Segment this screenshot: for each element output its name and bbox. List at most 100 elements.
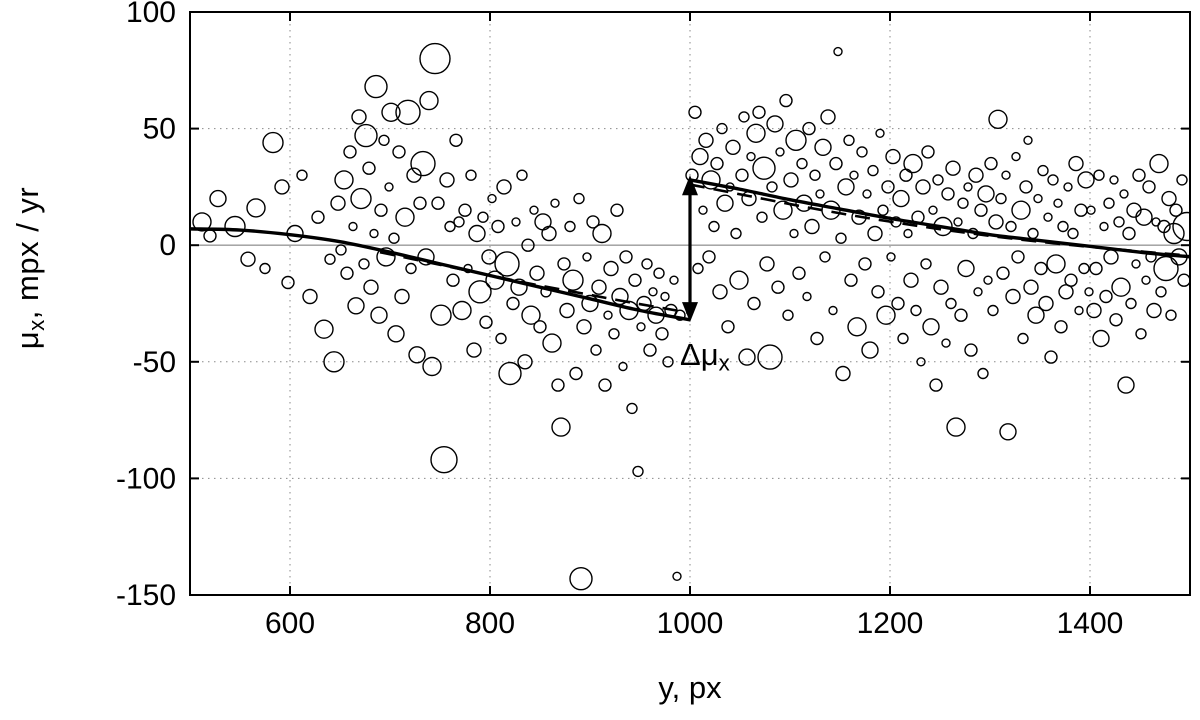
scatter-point — [487, 193, 497, 204]
scatter-point — [833, 46, 843, 57]
scatter-point — [775, 147, 785, 157]
scatter-point — [1053, 198, 1063, 208]
scatter-point — [820, 109, 836, 125]
scatter-point — [529, 205, 539, 215]
scatter-point — [354, 123, 378, 148]
delta-mu-subscript: x — [718, 350, 730, 376]
scatter-point — [1141, 275, 1151, 285]
scatter-point — [641, 258, 653, 270]
scatter-point — [446, 273, 460, 287]
scatter-point — [692, 262, 704, 275]
scatter-point — [802, 291, 812, 302]
scatter-point — [392, 145, 406, 159]
scatter-point — [1161, 190, 1177, 207]
scatter-point — [835, 232, 847, 244]
scatter-point — [296, 169, 308, 181]
scatter-point — [977, 185, 995, 203]
scatter-point — [809, 169, 821, 181]
scatter-point — [660, 291, 670, 302]
scatter-point — [1067, 227, 1079, 240]
scatter-point — [771, 280, 785, 294]
scatter-point — [281, 275, 295, 290]
x-tick-label: 600 — [265, 607, 315, 640]
scatter-point — [929, 378, 943, 392]
scatter-point — [1135, 328, 1147, 340]
scatter-point — [964, 343, 978, 357]
scatter-point — [343, 145, 357, 159]
scatter-point — [1084, 287, 1094, 297]
scatter-point — [562, 269, 584, 291]
scatter-point — [417, 248, 435, 266]
scatter-point — [862, 189, 872, 199]
scatter-point — [569, 366, 583, 381]
scatter-point — [716, 194, 734, 212]
scatter-point — [766, 181, 778, 193]
scatter-point — [419, 90, 439, 111]
scatter-point — [581, 294, 599, 313]
scatter-point — [716, 122, 728, 135]
scatter-point — [1103, 249, 1119, 265]
scatter-point — [618, 361, 628, 372]
scatter-point — [422, 356, 442, 377]
scatter-point — [564, 220, 576, 233]
scatter-point — [495, 332, 507, 345]
scatter-point — [506, 296, 520, 311]
scatter-point — [363, 279, 379, 295]
scatter-point — [747, 296, 761, 311]
scatter-point — [849, 170, 859, 180]
scatter-point — [551, 378, 565, 392]
scatter-point — [542, 333, 562, 353]
scatter-point — [541, 225, 557, 242]
scatter-point — [351, 109, 367, 125]
scatter-point — [1034, 261, 1048, 276]
scatter-point — [1177, 273, 1190, 287]
scatter-point — [498, 361, 522, 386]
scatter-point — [516, 169, 528, 181]
scatter-point — [370, 306, 388, 324]
scatter-point — [922, 318, 940, 336]
scatter-point — [1165, 309, 1177, 321]
scatter-point — [1099, 289, 1113, 304]
scatter-point — [819, 251, 831, 263]
scatter-point — [999, 423, 1017, 441]
scatter-point — [510, 278, 528, 296]
scatter-point — [858, 257, 872, 271]
scatter-point — [224, 215, 246, 238]
y-axis-label: μx, mpx / yr — [10, 187, 50, 349]
scatter-point — [861, 341, 879, 359]
scatter-point — [867, 225, 883, 242]
scatter-point — [1077, 171, 1095, 189]
scatter-point — [655, 327, 669, 341]
scatter-point — [802, 121, 816, 136]
scatter-point — [430, 304, 452, 326]
scatter-point — [738, 348, 756, 366]
fit-curve-left-solid — [189, 227, 691, 322]
scatter-point — [698, 205, 708, 215]
scatter-point — [559, 302, 575, 319]
scatter-point — [945, 297, 957, 310]
scatter-point — [1109, 313, 1123, 327]
scatter-point — [362, 161, 376, 175]
scatter-point — [610, 203, 624, 217]
scatter-point — [533, 320, 547, 334]
scatter-point — [590, 344, 602, 356]
scatter-point — [573, 192, 585, 205]
scatter-point — [903, 153, 923, 174]
scatter-point — [586, 215, 600, 229]
scatter-point — [521, 305, 541, 325]
scatter-point — [358, 258, 370, 270]
scatter-point — [995, 192, 1007, 205]
scatter-point — [413, 196, 427, 210]
scatter-point — [603, 310, 613, 320]
scatter-point — [1074, 305, 1084, 316]
scatter-point — [1169, 203, 1183, 217]
scatter-point — [550, 198, 560, 208]
scatter-point — [394, 288, 410, 305]
scatter-point — [915, 179, 931, 195]
scatter-point — [374, 203, 388, 217]
scatter-point — [302, 288, 318, 305]
scatter-point — [977, 367, 989, 380]
scatter-point — [636, 322, 646, 332]
y-tick-label: 50 — [143, 113, 176, 146]
scatter-point — [837, 178, 855, 196]
